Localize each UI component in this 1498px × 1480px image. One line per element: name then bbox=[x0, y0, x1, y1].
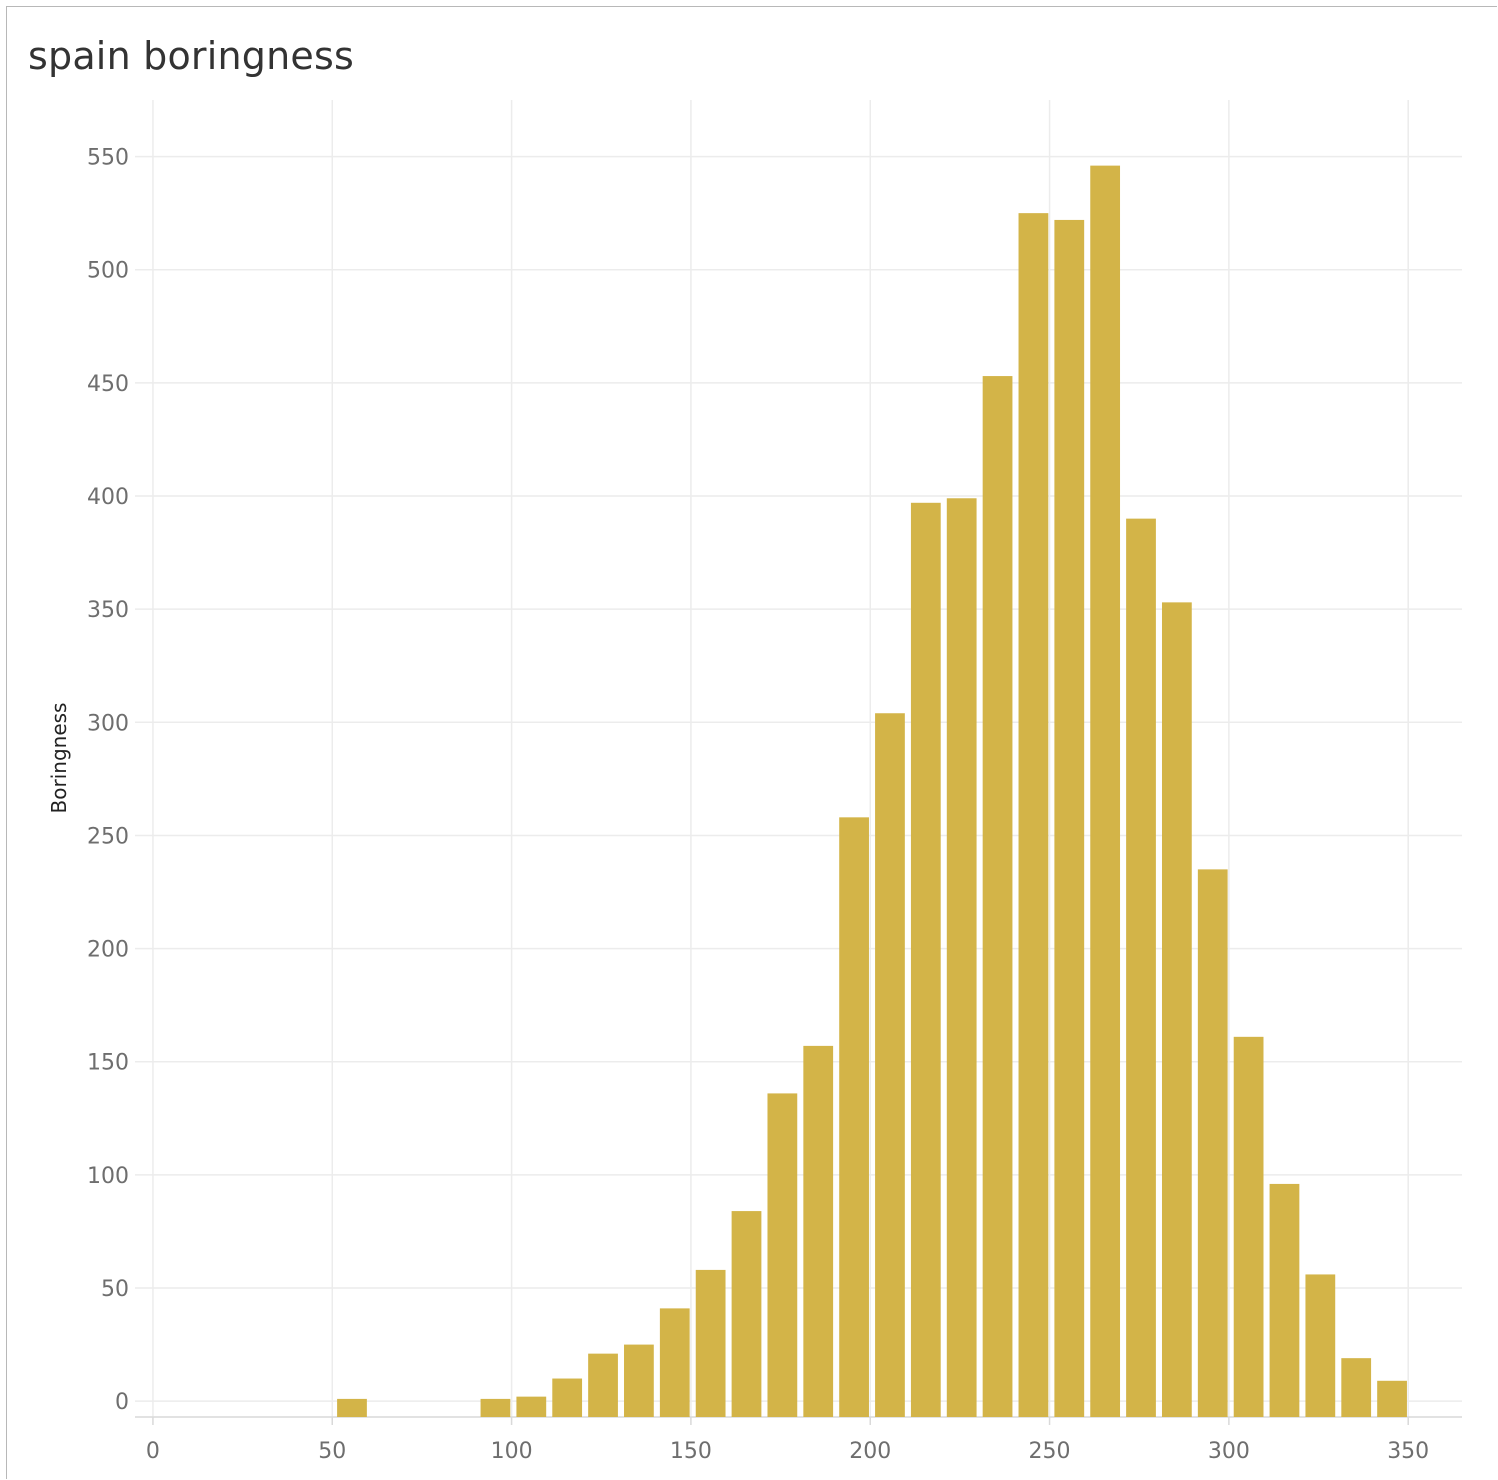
grid-lines bbox=[135, 100, 1462, 1425]
y-tick-label: 50 bbox=[101, 1277, 129, 1302]
bar bbox=[659, 1308, 690, 1417]
bar bbox=[1197, 869, 1228, 1417]
y-tick-label: 500 bbox=[87, 259, 129, 284]
bar bbox=[1341, 1358, 1372, 1417]
x-tick-label: 50 bbox=[318, 1439, 346, 1464]
bar bbox=[1018, 213, 1049, 1418]
bar bbox=[516, 1396, 547, 1417]
bar bbox=[946, 498, 977, 1417]
bar bbox=[910, 502, 941, 1417]
bar bbox=[1305, 1274, 1336, 1417]
y-tick-label: 550 bbox=[87, 146, 129, 171]
y-tick-label: 250 bbox=[87, 824, 129, 849]
bar bbox=[1233, 1036, 1264, 1417]
bar bbox=[1161, 602, 1192, 1417]
x-axis-ticks: 0 50 100 150 200 250 300 350 bbox=[146, 1439, 1429, 1464]
y-tick-label: 150 bbox=[87, 1051, 129, 1076]
bar bbox=[839, 817, 869, 1417]
chart-title: spain boringness bbox=[28, 34, 354, 78]
bar bbox=[731, 1211, 762, 1417]
y-tick-label: 100 bbox=[87, 1164, 129, 1189]
x-tick-label: 150 bbox=[670, 1439, 712, 1464]
x-tick-label: 350 bbox=[1387, 1439, 1429, 1464]
bar bbox=[552, 1378, 583, 1417]
y-tick-label: 450 bbox=[87, 372, 129, 397]
x-tick-label: 250 bbox=[1029, 1439, 1071, 1464]
bar bbox=[624, 1344, 654, 1417]
x-tick-label: 200 bbox=[849, 1439, 891, 1464]
bar bbox=[337, 1398, 367, 1417]
bar bbox=[803, 1045, 834, 1417]
bar bbox=[695, 1269, 726, 1417]
bar bbox=[875, 713, 905, 1417]
bar bbox=[1269, 1183, 1300, 1417]
x-tick-label: 100 bbox=[491, 1439, 533, 1464]
y-tick-label: 350 bbox=[87, 598, 129, 623]
bar bbox=[1090, 165, 1121, 1417]
x-tick-label: 0 bbox=[146, 1439, 160, 1464]
y-axis-ticks: 0 50 100 150 200 250 300 350 400 450 500 550 bbox=[87, 146, 129, 1416]
bar bbox=[1377, 1380, 1407, 1417]
y-tick-label: 200 bbox=[87, 938, 129, 963]
bars bbox=[337, 165, 1407, 1418]
bar bbox=[588, 1353, 618, 1417]
y-tick-label: 0 bbox=[115, 1390, 129, 1415]
bar bbox=[1126, 518, 1156, 1417]
y-tick-label: 400 bbox=[87, 485, 129, 510]
bar bbox=[767, 1093, 798, 1417]
y-tick-label: 300 bbox=[87, 711, 129, 736]
bar bbox=[1054, 219, 1085, 1417]
bar bbox=[480, 1398, 511, 1417]
y-axis-label: Boringness bbox=[47, 703, 71, 814]
bar bbox=[982, 376, 1013, 1418]
x-tick-label: 300 bbox=[1208, 1439, 1250, 1464]
